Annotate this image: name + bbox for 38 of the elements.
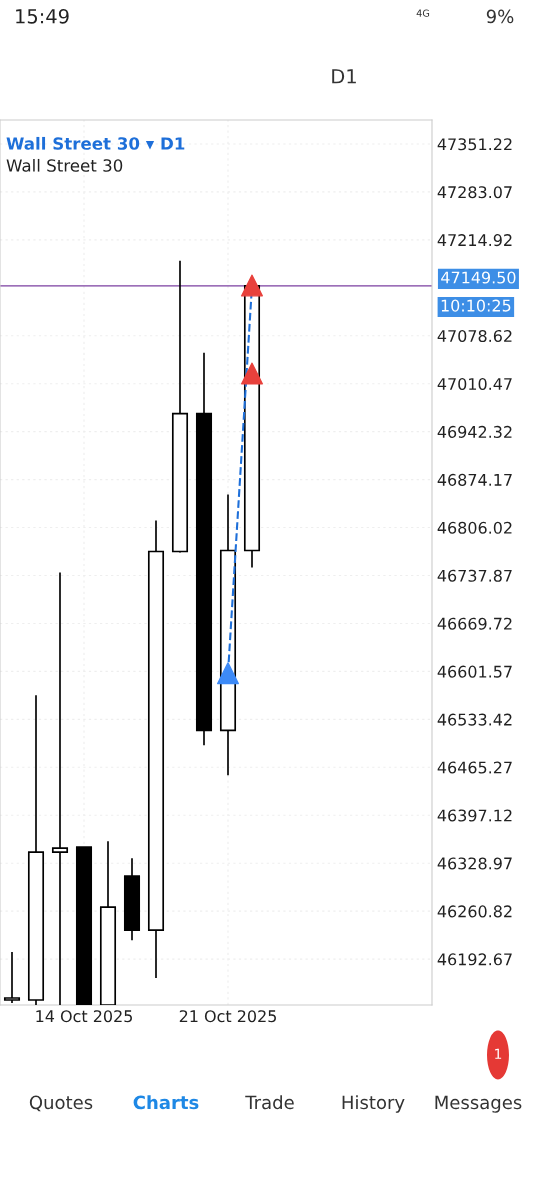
y-tick-label: 47351.22: [437, 138, 512, 151]
text: Messages: [435, 1095, 522, 1113]
text: D1: [332, 69, 356, 84]
y-tick-label: 46465.27: [437, 761, 512, 774]
text: Quotes: [29, 1095, 93, 1112]
y-tick-label: 46192.67: [437, 953, 512, 966]
y-tick-label: 47078.62: [437, 329, 512, 343]
y-tick-label: 47283.07: [437, 186, 512, 199]
y-tick-label: 46328.97: [437, 857, 512, 870]
text: 1: [495, 1048, 502, 1059]
candlestick: [3, 951, 21, 1004]
candlestick: [51, 571, 69, 1005]
text: History: [342, 1095, 405, 1113]
text: Wall Street 30 ▾ D1: [6, 136, 185, 150]
point: [241, 274, 263, 297]
point: [241, 362, 263, 385]
text: 10:10:25: [441, 299, 511, 312]
y-tick-label: 46874.17: [437, 473, 512, 486]
y-tick-label: 47010.47: [437, 377, 512, 391]
text: Wall Street 30: [6, 158, 123, 172]
text: Trade: [245, 1095, 294, 1110]
ref-line-label: 47149.50: [441, 271, 516, 284]
x-tick-label: 21 Oct 2025: [179, 1010, 276, 1023]
y-tick-label: 46397.12: [437, 809, 512, 822]
y-tick-label: 47214.92: [437, 234, 512, 247]
y-tick-label: 46669.72: [437, 617, 512, 630]
text: Charts: [133, 1095, 199, 1110]
y-tick-label: 46942.32: [437, 425, 512, 438]
y-tick-label: 46601.57: [437, 665, 512, 678]
y-tick-label: 46533.42: [437, 713, 512, 726]
text: 9%: [486, 9, 514, 24]
text: 4G: [416, 9, 430, 17]
y-tick-label: 46806.02: [437, 521, 512, 534]
x-tick-label: 14 Oct 2025: [36, 1010, 132, 1023]
point: [217, 662, 239, 685]
y-tick-label: 46737.87: [437, 569, 512, 582]
text: 15:49: [16, 8, 69, 24]
y-tick-label: 46260.82: [437, 905, 512, 918]
